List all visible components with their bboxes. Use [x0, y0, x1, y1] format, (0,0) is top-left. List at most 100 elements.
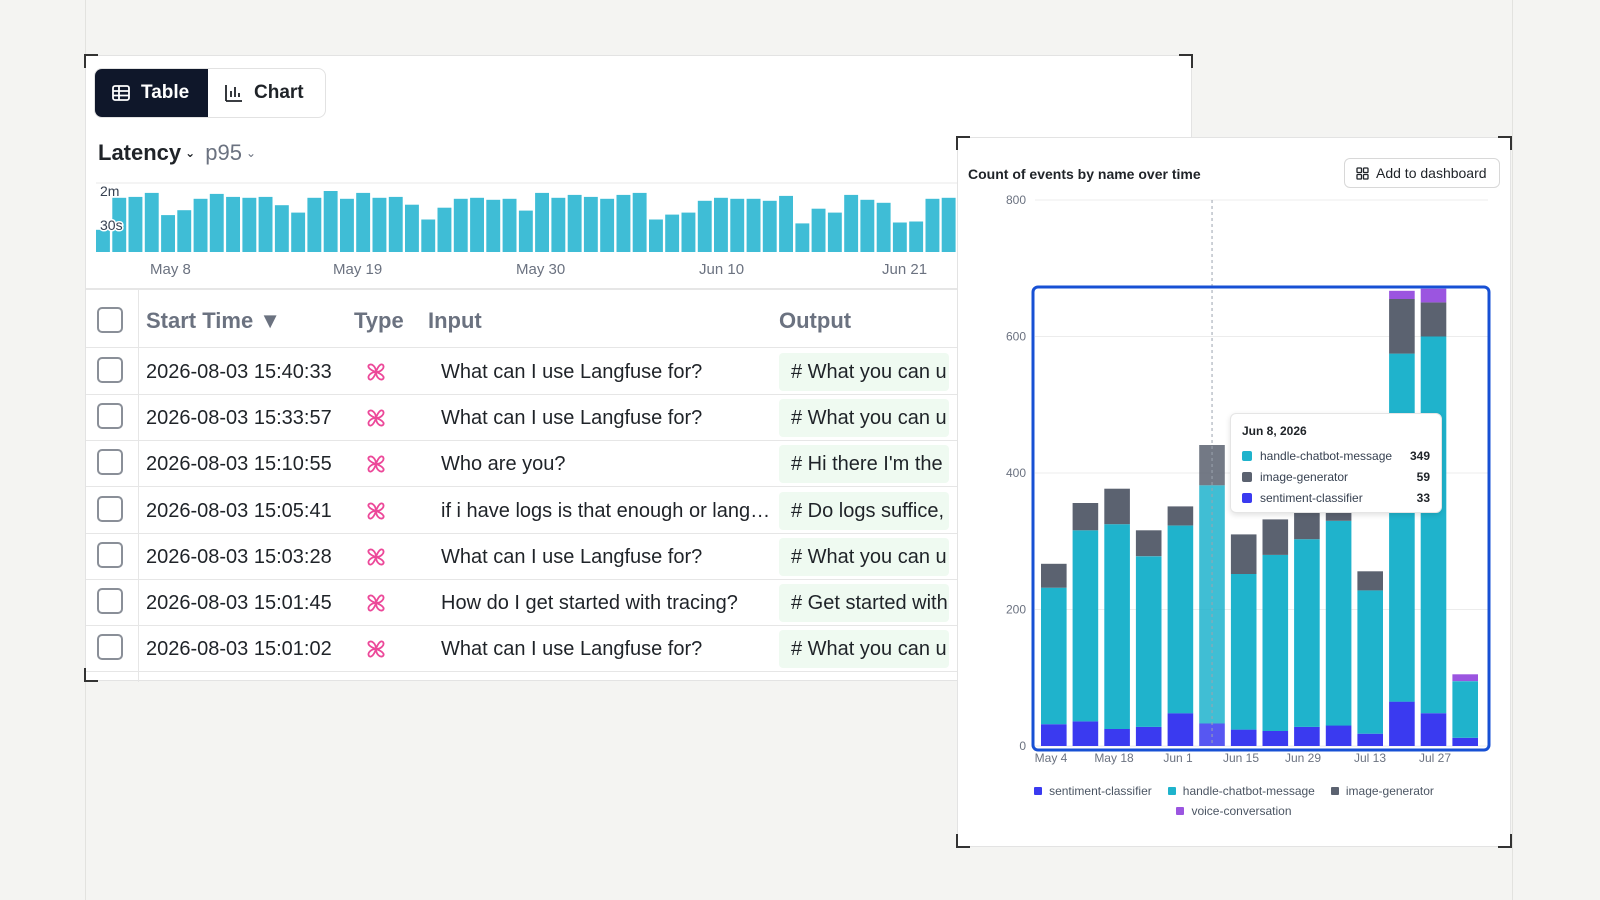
- row-checkbox[interactable]: [97, 495, 123, 522]
- bar-segment-sentiment-classifier[interactable]: [1167, 713, 1194, 746]
- table-row[interactable]: 2026-08-03 15:05:41 if i have logs is tha…: [86, 487, 1191, 534]
- bar-segment-sentiment-classifier[interactable]: [1135, 726, 1162, 746]
- table-row[interactable]: 2026-08-03 15:01:45 How do I get started …: [86, 579, 1191, 626]
- bar-segment-voice-conversation[interactable]: [1452, 674, 1478, 682]
- bar-segment-handle-chatbot-message[interactable]: [1357, 590, 1383, 734]
- bar-segment-handle-chatbot-message[interactable]: [1262, 554, 1289, 731]
- chart-view-button[interactable]: Chart: [208, 69, 320, 117]
- latency-bar: [697, 200, 712, 252]
- row-checkbox[interactable]: [97, 357, 123, 383]
- bar-segment-image-generator[interactable]: [1135, 530, 1162, 557]
- bar-segment-handle-chatbot-message[interactable]: [1135, 556, 1162, 727]
- bar-chart-icon: [225, 85, 242, 102]
- column-header-input[interactable]: Input: [428, 308, 482, 333]
- bar-segment-image-generator[interactable]: [1041, 563, 1067, 588]
- bar-segment-handle-chatbot-message[interactable]: [1325, 520, 1352, 726]
- bar-segment-sentiment-classifier[interactable]: [1262, 731, 1289, 746]
- latency-bar: [649, 219, 663, 252]
- bar-segment-sentiment-classifier[interactable]: [1294, 726, 1320, 746]
- latency-bar: [551, 197, 566, 252]
- aggregation-dropdown[interactable]: p95 ⌄: [205, 140, 256, 166]
- table-row[interactable]: 2026-08-03 15:03:28 What can I use Langfu…: [86, 533, 1191, 580]
- table-row[interactable]: 2026-08-03 15:10:55 Who are you? # Hi ther…: [86, 440, 1191, 488]
- column-header-output[interactable]: Output: [779, 308, 852, 333]
- bar-segment-sentiment-classifier[interactable]: [1452, 737, 1478, 746]
- latency-bar: [453, 198, 468, 252]
- table-row[interactable]: 2026-08-03 15:40:33 What can I use Langfu…: [86, 348, 1191, 395]
- select-all-checkbox[interactable]: [97, 307, 123, 333]
- bar-segment-sentiment-classifier[interactable]: [1230, 729, 1257, 746]
- column-header-start-time[interactable]: Start Time ▼: [146, 308, 282, 333]
- bar-segment-sentiment-classifier[interactable]: [1357, 733, 1383, 746]
- bar-segment-sentiment-classifier[interactable]: [1325, 725, 1352, 747]
- sparkline-x-label: May 8: [150, 261, 191, 278]
- frame-corner: [84, 54, 98, 68]
- y-tick-label: 800: [1006, 193, 1026, 207]
- frame-corner: [956, 834, 970, 848]
- bar-segment-handle-chatbot-message[interactable]: [1104, 524, 1130, 729]
- legend-item-image-generator[interactable]: image-generator: [1330, 784, 1434, 798]
- bar-segment-sentiment-classifier[interactable]: [1072, 721, 1099, 746]
- table-row[interactable]: 2026-08-03 15:01:02 What can I use Langfu…: [86, 625, 1191, 673]
- trace-icon: [363, 544, 389, 575]
- bar-segment-image-generator[interactable]: [1262, 519, 1289, 555]
- input-cell: What can I use Langfuse for?: [441, 361, 703, 383]
- row-checkbox[interactable]: [97, 634, 123, 661]
- sparkline-x-label: Jun 21: [882, 261, 928, 278]
- bar-segment-image-generator[interactable]: [1230, 534, 1257, 574]
- output-cell: # What you can u: [779, 353, 949, 391]
- start-time-cell: 2026-08-03 15:40:33: [146, 361, 332, 383]
- latency-bar: [632, 192, 647, 252]
- legend-row: voice-conversation: [958, 804, 1510, 818]
- legend-row: sentiment-classifier handle-chatbot-messa…: [958, 784, 1510, 798]
- column-header-type[interactable]: Type: [354, 308, 404, 333]
- bar-segment-image-generator[interactable]: [1420, 302, 1447, 337]
- bar-segment-handle-chatbot-message[interactable]: [1167, 525, 1194, 714]
- row-checkbox[interactable]: [97, 403, 123, 430]
- latency-bar: [714, 197, 728, 252]
- bar-segment-sentiment-classifier[interactable]: [1104, 728, 1130, 746]
- row-checkbox[interactable]: [97, 541, 123, 568]
- latency-bar: [827, 212, 842, 252]
- latency-bar: [616, 194, 631, 252]
- frame-corner: [1498, 136, 1512, 150]
- bar-segment-image-generator[interactable]: [1072, 503, 1099, 531]
- row-checkbox[interactable]: [97, 588, 123, 614]
- bar-segment-handle-chatbot-message[interactable]: [1420, 336, 1447, 714]
- tooltip-swatch: [1242, 450, 1252, 461]
- bar-segment-image-generator[interactable]: [1104, 488, 1130, 525]
- bar-segment-handle-chatbot-message[interactable]: [1389, 353, 1415, 702]
- bar-segment-sentiment-classifier[interactable]: [1389, 701, 1415, 746]
- bar-segment-sentiment-classifier[interactable]: [1041, 724, 1067, 746]
- dashboard-icon: [1356, 166, 1369, 180]
- row-checkbox[interactable]: [97, 449, 123, 476]
- bar-segment-handle-chatbot-message[interactable]: [1072, 530, 1099, 722]
- add-to-dashboard-label: Add to dashboard: [1376, 165, 1487, 181]
- legend-item-sentiment-classifier[interactable]: sentiment-classifier: [1034, 784, 1152, 798]
- table-view-button[interactable]: Table: [95, 69, 208, 117]
- bar-segment-voice-conversation[interactable]: [1420, 288, 1447, 303]
- bar-segment-handle-chatbot-message[interactable]: [1294, 539, 1320, 727]
- bar-segment-voice-conversation[interactable]: [1389, 290, 1415, 299]
- chevron-down-icon: ⌄: [245, 146, 256, 160]
- latency-bar: [665, 214, 680, 252]
- table-row[interactable]: 2026-08-03 15:33:57 What can I use Langfu…: [86, 394, 1191, 442]
- legend-label: image-generator: [1345, 784, 1434, 798]
- bar-segment-sentiment-classifier[interactable]: [1420, 713, 1447, 746]
- add-to-dashboard-button[interactable]: Add to dashboard: [1344, 158, 1500, 188]
- bar-segment-image-generator[interactable]: [1357, 571, 1383, 591]
- metric-dropdown[interactable]: Latency ⌄: [98, 140, 195, 166]
- bar-segment-handle-chatbot-message[interactable]: [1041, 587, 1067, 725]
- latency-bar: [681, 212, 696, 252]
- legend-item-handle-chatbot-message[interactable]: handle-chatbot-message: [1167, 784, 1315, 798]
- latency-bar: [600, 198, 615, 252]
- start-time-cell: 2026-08-03 15:03:28: [146, 545, 332, 568]
- bar-segment-image-generator[interactable]: [1167, 506, 1194, 526]
- legend-item-voice-conversation[interactable]: voice-conversation: [1176, 804, 1292, 818]
- bar-segment-handle-chatbot-message[interactable]: [1230, 574, 1257, 730]
- bar-segment-image-generator[interactable]: [1389, 299, 1415, 354]
- input-cell: What can I use Langfuse for?: [441, 545, 703, 568]
- frame-corner: [956, 136, 970, 150]
- latency-bar: [340, 198, 354, 252]
- bar-segment-handle-chatbot-message[interactable]: [1452, 681, 1478, 738]
